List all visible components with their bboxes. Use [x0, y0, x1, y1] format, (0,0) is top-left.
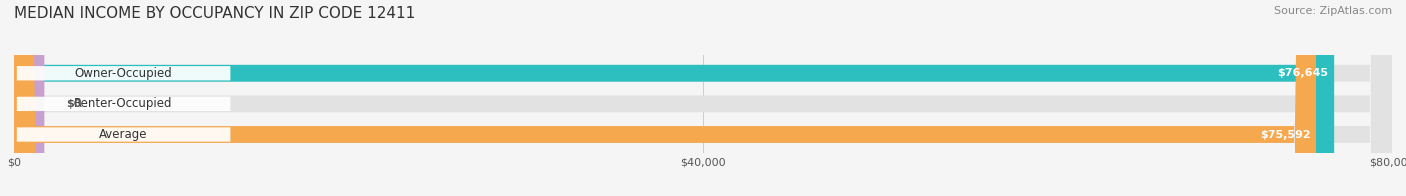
- FancyBboxPatch shape: [14, 0, 45, 196]
- Text: Owner-Occupied: Owner-Occupied: [75, 67, 173, 80]
- Text: MEDIAN INCOME BY OCCUPANCY IN ZIP CODE 12411: MEDIAN INCOME BY OCCUPANCY IN ZIP CODE 1…: [14, 6, 415, 21]
- FancyBboxPatch shape: [14, 0, 1392, 196]
- Text: Renter-Occupied: Renter-Occupied: [75, 97, 173, 110]
- FancyBboxPatch shape: [14, 0, 1316, 196]
- FancyBboxPatch shape: [17, 66, 231, 80]
- Text: $76,645: $76,645: [1278, 68, 1329, 78]
- FancyBboxPatch shape: [14, 0, 1392, 196]
- Text: $75,592: $75,592: [1260, 130, 1310, 140]
- Text: Source: ZipAtlas.com: Source: ZipAtlas.com: [1274, 6, 1392, 16]
- FancyBboxPatch shape: [17, 97, 231, 111]
- FancyBboxPatch shape: [14, 0, 1334, 196]
- FancyBboxPatch shape: [17, 127, 231, 142]
- Text: $0: $0: [66, 99, 82, 109]
- Text: Average: Average: [100, 128, 148, 141]
- FancyBboxPatch shape: [14, 0, 1392, 196]
